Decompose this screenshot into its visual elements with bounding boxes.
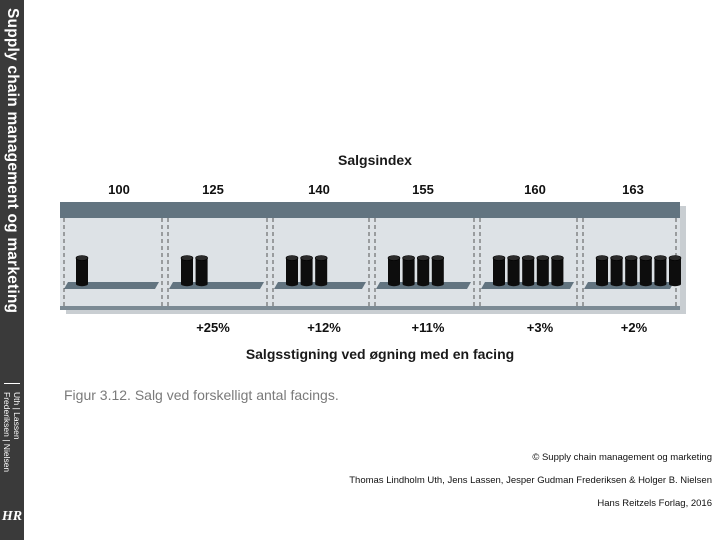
product-can-top-6-3 xyxy=(624,255,638,261)
product-can-6-4 xyxy=(639,258,652,284)
product-can-bottom-5-4 xyxy=(536,281,549,287)
product-can-top-6-6 xyxy=(668,255,682,261)
product-can-bottom-4-3 xyxy=(417,281,430,287)
sales-index-6: 163 xyxy=(622,182,644,197)
product-can-4-3 xyxy=(417,258,430,284)
product-can-bottom-5-3 xyxy=(522,281,535,287)
product-can-top-3-1 xyxy=(285,255,299,261)
product-can-top-2-2 xyxy=(195,255,208,261)
product-can-6-5 xyxy=(654,258,667,284)
footer-authors: Thomas Lindholm Uth, Jens Lassen, Jesper… xyxy=(349,475,712,486)
product-can-bottom-2-2 xyxy=(195,281,208,287)
product-can-top-6-5 xyxy=(654,255,667,261)
product-can-bottom-6-5 xyxy=(654,281,667,287)
product-can-bottom-6-6 xyxy=(669,281,681,287)
sales-increase-4: +3% xyxy=(526,320,554,335)
footer-publisher: Hans Reitzels Forlag, 2016 xyxy=(597,498,712,509)
figure-caption: Figur 3.12. Salg ved forskelligt antal f… xyxy=(64,387,339,403)
sales-index-5: 160 xyxy=(524,182,546,197)
authors-line-2: Frederiksen | Nielsen xyxy=(2,392,12,473)
publisher-logo-icon: HR xyxy=(1,509,23,524)
sidebar: Supply chain management og marketing Uth… xyxy=(0,0,24,540)
sales-index-4: 155 xyxy=(412,182,434,197)
product-can-5-3 xyxy=(522,258,535,284)
diagram-subtitle: Salgsstigning ved øgning med en facing xyxy=(245,346,515,362)
product-can-bottom-3-3 xyxy=(315,281,328,287)
product-can-top-3-3 xyxy=(314,255,328,261)
sales-increase-5: +2% xyxy=(620,320,648,335)
product-can-5-5 xyxy=(551,258,564,284)
product-can-bottom-6-2 xyxy=(610,281,623,287)
product-can-top-5-2 xyxy=(507,255,520,261)
authors-line-1: Uth | Lassen xyxy=(12,392,22,440)
product-can-bottom-6-1 xyxy=(596,281,608,287)
sidebar-divider xyxy=(4,383,20,384)
product-can-bottom-6-3 xyxy=(625,281,638,287)
product-can-5-2 xyxy=(507,258,520,284)
sales-index-3: 140 xyxy=(308,182,330,197)
product-can-top-5-3 xyxy=(521,255,535,261)
shelf-bottom-edge xyxy=(60,306,680,310)
product-can-3-1 xyxy=(286,258,298,284)
product-can-bottom-6-4 xyxy=(639,281,652,287)
product-can-top-2-1 xyxy=(180,255,194,261)
product-can-bottom-5-2 xyxy=(507,281,520,287)
product-can-top-1-1 xyxy=(75,255,89,261)
shelf-top-band xyxy=(60,202,680,218)
product-can-5-4 xyxy=(536,258,549,284)
book-title-vertical: Supply chain management og marketing xyxy=(4,8,21,314)
product-can-bottom-1-1 xyxy=(76,281,88,287)
product-can-top-5-4 xyxy=(536,255,550,261)
product-can-top-3-2 xyxy=(300,255,313,261)
sales-index-2: 125 xyxy=(202,182,224,197)
product-can-6-3 xyxy=(625,258,638,284)
product-can-top-6-1 xyxy=(595,255,609,261)
product-can-bottom-3-1 xyxy=(286,281,298,287)
sales-increase-3: +11% xyxy=(411,320,445,335)
product-can-bottom-5-5 xyxy=(551,281,564,287)
product-can-bottom-2-1 xyxy=(181,281,193,287)
product-can-bottom-4-4 xyxy=(431,281,444,287)
author-names-vertical: Uth | Lassen Frederiksen | Nielsen xyxy=(2,392,22,502)
product-can-top-4-1 xyxy=(387,255,401,261)
product-can-6-2 xyxy=(610,258,623,284)
product-can-6-1 xyxy=(596,258,608,284)
product-can-top-6-4 xyxy=(639,255,653,261)
product-can-4-4 xyxy=(431,258,444,284)
product-can-bottom-5-1 xyxy=(493,281,505,287)
sales-increase-1: +25% xyxy=(196,320,230,335)
product-can-6-6 xyxy=(669,258,681,284)
product-can-3-3 xyxy=(315,258,328,284)
shelf-background xyxy=(60,202,680,310)
product-can-top-4-3 xyxy=(416,255,430,261)
product-can-bottom-4-1 xyxy=(388,281,400,287)
product-can-5-1 xyxy=(493,258,505,284)
footer-copyright: © Supply chain management og marketing xyxy=(532,452,712,463)
product-can-top-5-1 xyxy=(492,255,506,261)
diagram-title: Salgsindex xyxy=(338,152,412,168)
product-can-top-5-5 xyxy=(551,255,564,261)
product-can-top-4-4 xyxy=(431,255,445,261)
product-can-2-1 xyxy=(181,258,193,284)
sales-index-1: 100 xyxy=(108,182,130,197)
sales-increase-2: +12% xyxy=(307,320,341,335)
product-can-top-4-2 xyxy=(402,255,415,261)
product-can-4-1 xyxy=(388,258,400,284)
product-can-top-6-2 xyxy=(610,255,623,261)
product-can-3-2 xyxy=(300,258,313,284)
product-can-bottom-3-2 xyxy=(300,281,313,287)
product-can-2-2 xyxy=(195,258,208,284)
product-can-bottom-4-2 xyxy=(402,281,415,287)
product-can-1-1 xyxy=(76,258,88,284)
product-can-4-2 xyxy=(402,258,415,284)
